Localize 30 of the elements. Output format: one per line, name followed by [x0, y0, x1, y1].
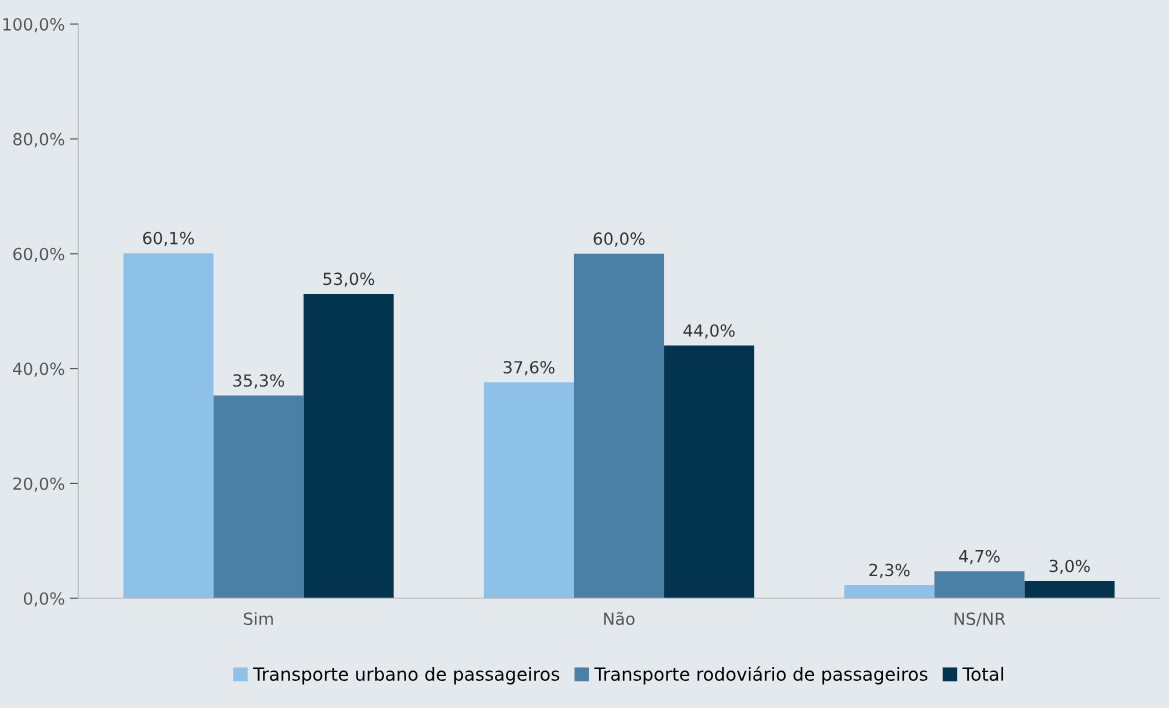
bar [934, 571, 1025, 599]
data-label: 44,0% [683, 324, 735, 339]
bar [573, 253, 665, 599]
y-tick-label: 20,0% [13, 477, 65, 492]
y-tick-label: 40,0% [13, 362, 65, 377]
bar [483, 382, 574, 599]
bar [303, 293, 394, 599]
legend-label: Transporte urbano de passageiros [253, 666, 560, 685]
y-tick-label: 0,0% [23, 592, 65, 607]
data-label: 37,6% [503, 360, 555, 376]
legend-label: Total [962, 666, 1004, 681]
data-label: 60,1% [143, 231, 194, 247]
x-tick-label: Sim [243, 612, 273, 626]
data-label: 4,7% [959, 549, 1000, 565]
x-tick-label: NS/NR [954, 612, 1006, 627]
y-tick-label: 80,0% [13, 132, 65, 148]
legend-label: Transporte rodoviário de passageiros [594, 666, 928, 685]
bar [123, 253, 214, 599]
bar [1024, 581, 1115, 599]
y-tick-label: 100,0% [3, 18, 65, 33]
bar [213, 395, 304, 599]
data-label: 53,0% [323, 272, 375, 287]
bar [664, 345, 755, 599]
data-label: 2,3% [869, 563, 910, 578]
y-tick-label: 60,0% [13, 247, 65, 263]
data-label: 60,0% [593, 232, 645, 247]
x-tick-label: Não [604, 611, 635, 626]
data-label: 35,3% [233, 374, 285, 389]
data-label: 3,0% [1049, 559, 1090, 574]
bar [844, 585, 935, 599]
